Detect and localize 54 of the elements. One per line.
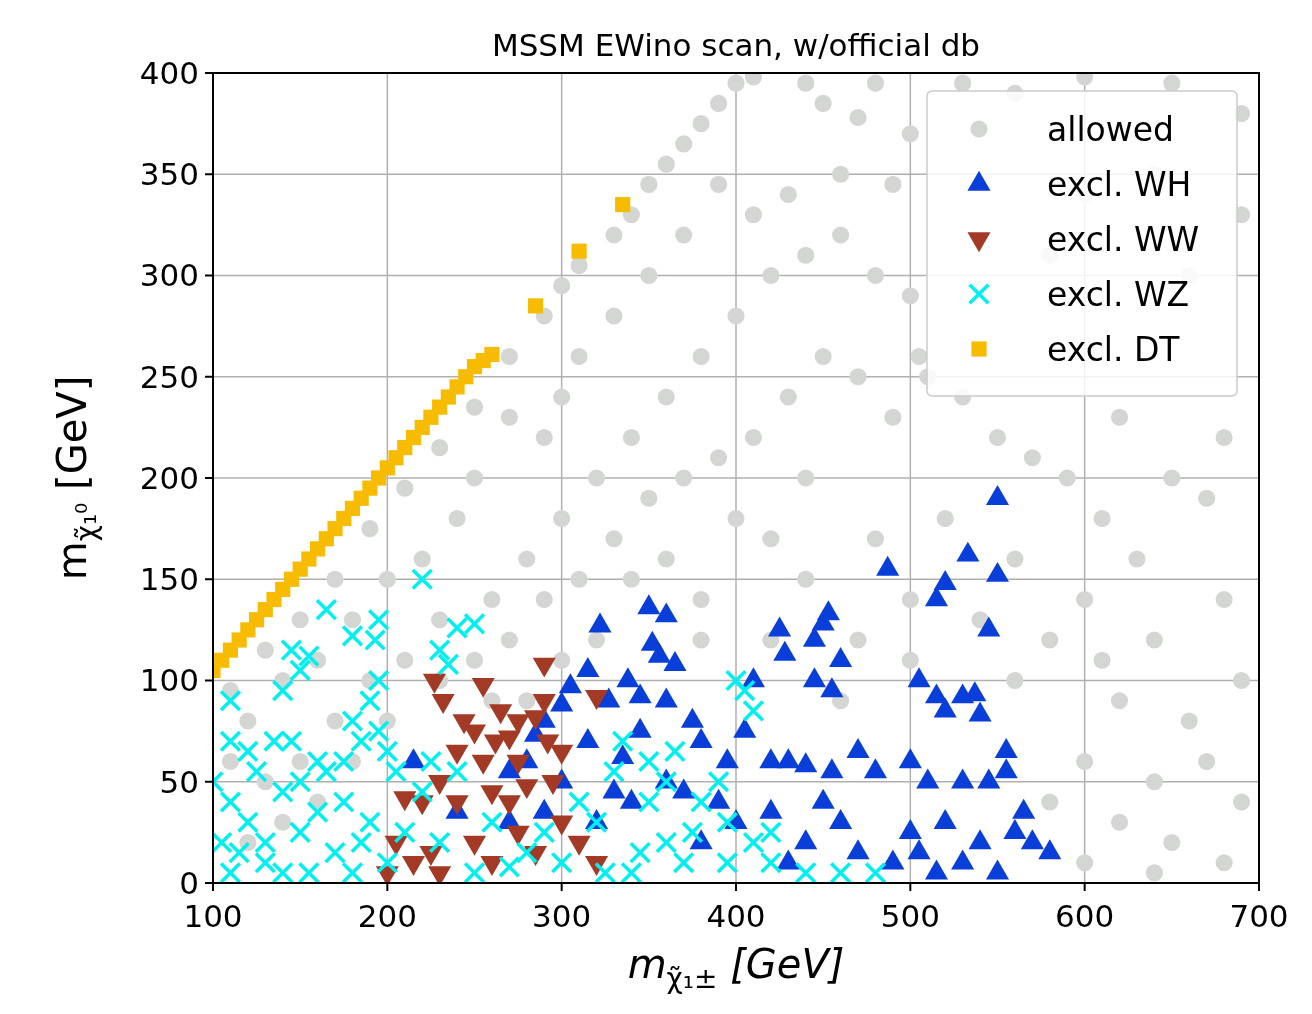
point (497, 730, 521, 751)
x-tick-label: 500 (880, 898, 940, 934)
point (506, 714, 530, 735)
point (471, 754, 495, 775)
point (550, 744, 574, 765)
y-tick-label: 200 (139, 459, 199, 496)
x-tick-label: 700 (1229, 898, 1289, 934)
point (428, 775, 452, 796)
point (567, 835, 591, 856)
point (480, 785, 504, 806)
point (431, 694, 455, 715)
point (484, 346, 500, 363)
point (527, 298, 544, 314)
point (480, 856, 504, 877)
legend-label: excl. WZ (1047, 274, 1190, 314)
y-tick-label: 250 (139, 358, 199, 395)
point (585, 690, 609, 711)
chart-title: MSSM EWino scan, w/official db (491, 27, 981, 63)
legend-label: allowed (1047, 109, 1174, 149)
x-tick-label: 400 (706, 898, 766, 934)
point (497, 795, 521, 816)
point (506, 754, 530, 775)
point (532, 657, 556, 678)
point (445, 744, 469, 765)
point (462, 835, 487, 856)
point (452, 714, 476, 735)
x-tick-label: 100 (183, 898, 243, 934)
point (506, 825, 530, 846)
x-tick-label: 600 (1055, 898, 1115, 934)
x-tick-label: 300 (532, 898, 592, 934)
y-tick-label: 100 (139, 662, 199, 699)
x-tick-label: 200 (357, 898, 417, 934)
point (489, 704, 513, 725)
point (422, 673, 446, 694)
y-tick-label: 400 (139, 54, 199, 91)
y-tick-label: 300 (139, 257, 199, 294)
legend-label: excl. WH (1047, 164, 1192, 204)
y-tick-label: 50 (159, 763, 199, 800)
y-tick-label: 150 (139, 561, 199, 598)
legend-label: excl. WW (1047, 219, 1200, 259)
point (532, 694, 556, 715)
point (515, 779, 539, 800)
legend-label: excl. DT (1047, 329, 1181, 369)
y-tick-label: 0 (179, 864, 199, 901)
point (523, 710, 548, 731)
point (541, 775, 565, 796)
point (401, 856, 426, 877)
point (471, 677, 495, 698)
point (536, 734, 560, 755)
y-tick-label: 350 (139, 156, 199, 193)
x-axis-title: m$_{χ̃₁±}$ [GeV] (627, 941, 845, 995)
point (393, 791, 417, 812)
point (571, 243, 587, 259)
point (550, 815, 574, 836)
